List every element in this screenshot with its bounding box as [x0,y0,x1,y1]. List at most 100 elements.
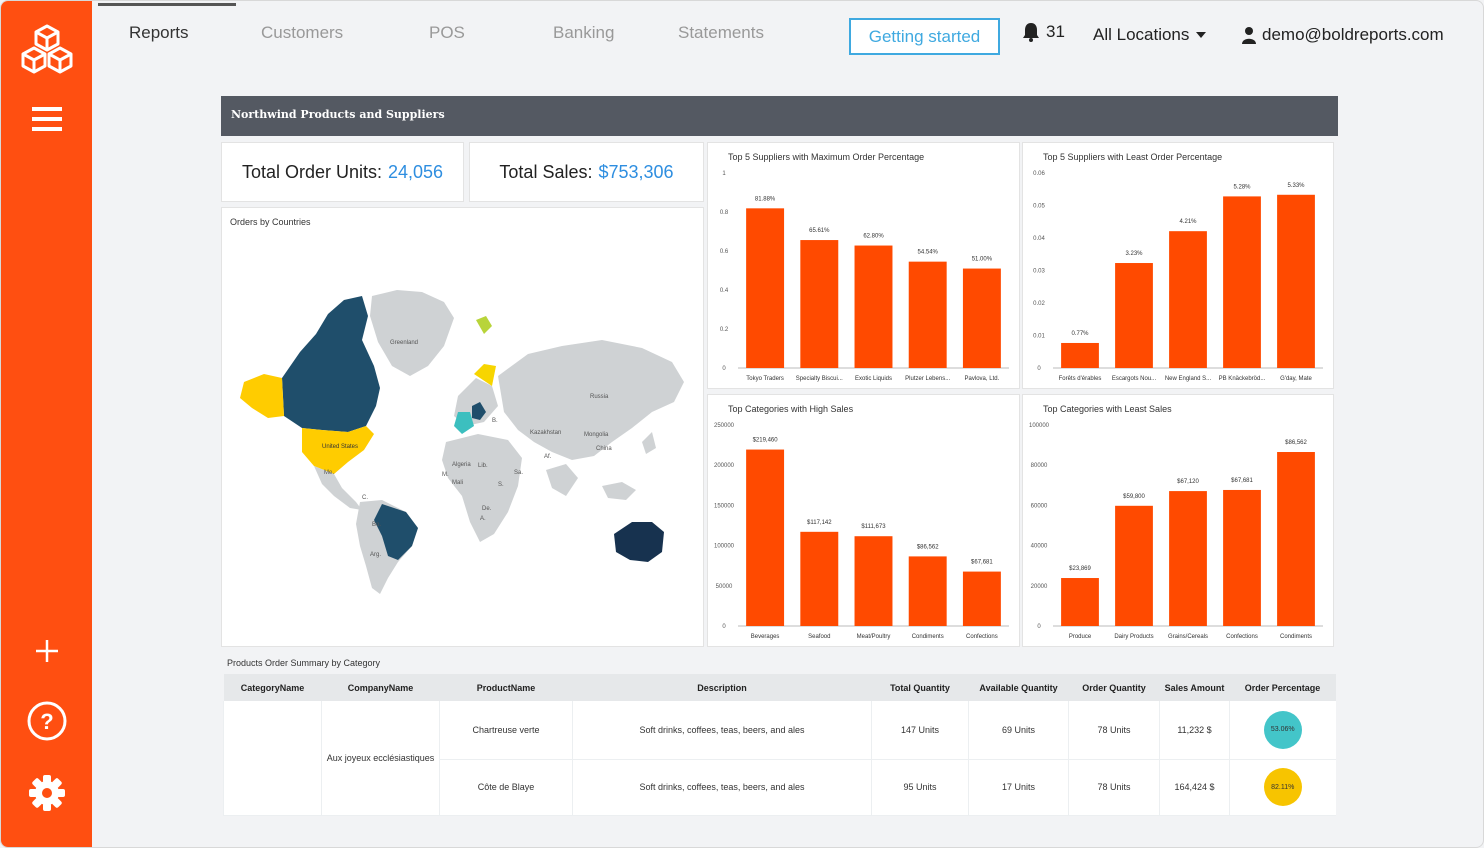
bar[interactable] [1223,196,1261,368]
map-region-indonesia[interactable] [602,482,636,500]
add-icon[interactable] [1,633,92,669]
user-menu[interactable]: demo@boldreports.com [1242,25,1444,45]
column-header[interactable]: Available Quantity [968,674,1069,701]
map-region-asia[interactable] [498,340,684,460]
column-header[interactable]: Sales Amount [1159,674,1230,701]
bar[interactable] [854,536,893,626]
tab-customers[interactable]: Customers [261,23,344,42]
map-title: Orders by Countries [230,217,311,227]
map-region-africa[interactable] [442,434,522,542]
bar[interactable] [908,261,947,368]
bar[interactable] [746,449,785,626]
kpi-total-sales: Total Sales: $753,306 [469,142,704,202]
map-label: Bo. [372,522,381,528]
y-tick-label: 0.01 [1033,334,1045,340]
map-region-greenland[interactable] [370,290,454,376]
bar[interactable] [908,556,947,626]
column-header[interactable]: Order Quantity [1068,674,1160,701]
y-tick-label: 0.05 [1033,204,1045,210]
menu-icon[interactable] [1,101,92,137]
chart-title: Top Categories with High Sales [728,404,854,414]
map-label: Af. [544,454,552,460]
map-region-australia[interactable] [614,522,664,562]
kpi-units-label: Total Order Units: [241,161,382,182]
summary-table: CategoryName CompanyName ProductName Des… [223,674,1336,816]
column-header[interactable]: CompanyName [321,674,440,701]
bar[interactable] [746,208,785,368]
bar[interactable] [1277,452,1315,626]
category-label: Produce [1069,634,1092,640]
y-tick-label: 60000 [1031,503,1048,509]
bar[interactable] [962,571,1001,626]
map-region-alaska[interactable] [240,374,284,418]
world-map[interactable]: Greenland Russia United States Kazakhsta… [222,216,703,646]
getting-started-button[interactable]: Getting started [849,18,1000,55]
map-region-japan[interactable] [642,432,656,454]
notifications-button[interactable]: 31 [1022,22,1065,42]
map-region-svalbard[interactable] [476,316,492,334]
tab-statements[interactable]: Statements [678,23,764,42]
bar[interactable] [1277,194,1315,368]
column-header[interactable]: Order Percentage [1229,674,1336,701]
y-tick-label: 0.4 [720,288,729,294]
data-label: $219,460 [753,438,779,444]
category-label: New England S... [1165,376,1212,382]
category-label: Meat/Poultry [857,634,891,640]
bar[interactable] [854,245,893,368]
y-tick-label: 250000 [714,423,735,429]
data-label: 65.61% [809,228,830,234]
map-region-scandinavia[interactable] [474,364,496,386]
settings-icon[interactable] [1,771,92,815]
category-cell [223,701,322,816]
y-tick-label: 50000 [716,584,733,590]
tab-banking[interactable]: Banking [553,23,615,42]
y-tick-label: 0.03 [1033,269,1045,275]
bar[interactable] [1223,489,1261,626]
bar-chart-max-order: 0 0.2 0.4 0.6 0.8 1 81.88% Tokyo Traders 65.61% S… [720,171,1009,382]
help-icon[interactable]: ? [1,699,92,743]
user-icon [1242,27,1256,44]
map-region-germany[interactable] [472,402,486,420]
map-region-india[interactable] [546,464,578,496]
column-header[interactable]: ProductName [439,674,573,701]
map-region-west-europe[interactable] [454,412,474,434]
category-label: Forêts d'érables [1059,376,1102,382]
bar[interactable] [800,531,839,626]
column-header[interactable]: Total Quantity [871,674,969,701]
column-header[interactable]: CategoryName [223,674,322,701]
bar[interactable] [800,240,839,368]
bar[interactable] [1115,505,1153,626]
map-region-canada[interactable] [282,296,380,432]
logo-icon[interactable] [1,21,92,81]
map-region-brazil[interactable] [374,504,418,560]
category-label: Grains/Cereals [1168,634,1208,640]
kpi-sales-value: $753,306 [598,161,674,182]
map-label: Lib. [478,463,488,469]
order-percentage-cell: 82.11% [1229,759,1336,816]
tab-reports[interactable]: Reports [129,23,189,42]
y-tick-label: 0.8 [720,210,729,216]
bar[interactable] [1061,342,1099,368]
tab-pos[interactable]: POS [429,23,465,42]
column-header[interactable]: Description [572,674,872,701]
bar[interactable] [1169,491,1207,626]
y-tick-label: 0 [1037,624,1041,630]
location-dropdown[interactable]: All Locations [1093,25,1207,45]
map-label: Me. [324,470,334,476]
category-label: Specialty Biscui... [796,376,843,382]
map-region-mexico[interactable] [314,466,362,510]
bar[interactable] [1061,578,1099,626]
data-label: $86,562 [917,544,939,550]
data-label: $67,120 [1177,479,1199,485]
y-tick-label: 100000 [1029,423,1050,429]
bar-chart-least-sales: 0 20000 40000 60000 80000 100000 $23,869 Produc… [1029,423,1323,640]
user-email: demo@boldreports.com [1262,25,1444,44]
category-label: Tokyo Traders [746,376,784,382]
map-region-usa[interactable] [302,426,374,474]
data-label: 62.80% [863,234,884,240]
data-label: 5.33% [1287,183,1305,189]
bar[interactable] [962,268,1001,368]
bar[interactable] [1115,263,1153,368]
bar[interactable] [1169,231,1207,368]
